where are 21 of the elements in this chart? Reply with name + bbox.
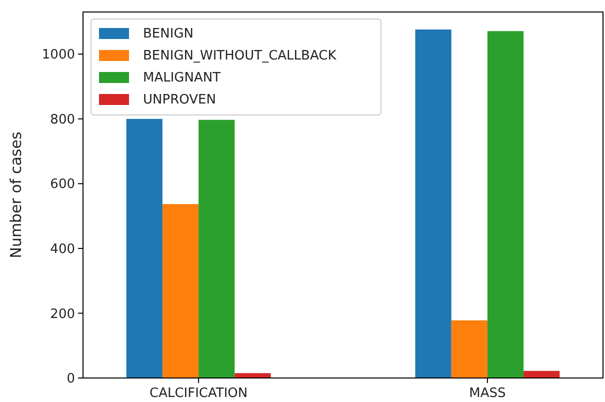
y-tick-label: 1000 <box>42 48 75 63</box>
bar <box>126 118 162 378</box>
y-axis-title: Number of cases <box>7 132 25 258</box>
bar <box>415 29 452 378</box>
bar <box>451 320 488 378</box>
y-tick-label: 0 <box>66 372 75 387</box>
y-tick-label: 800 <box>50 112 75 128</box>
x-tick-label: MASS <box>469 386 506 401</box>
legend-label: BENIGN <box>143 26 194 42</box>
legend-label: BENIGN_WITHOUT_CALLBACK <box>143 48 337 64</box>
y-tick-label: 200 <box>50 306 75 322</box>
bar <box>162 204 199 378</box>
legend-label: UNPROVEN <box>143 92 216 108</box>
legend-label: MALIGNANT <box>143 70 221 86</box>
bar <box>487 31 524 378</box>
bar <box>524 370 560 378</box>
x-tick-label: CALCIFICATION <box>149 386 248 401</box>
y-tick-label: 400 <box>50 242 75 257</box>
bar <box>234 373 271 378</box>
y-tick-label: 600 <box>50 177 75 192</box>
bar <box>198 120 235 378</box>
